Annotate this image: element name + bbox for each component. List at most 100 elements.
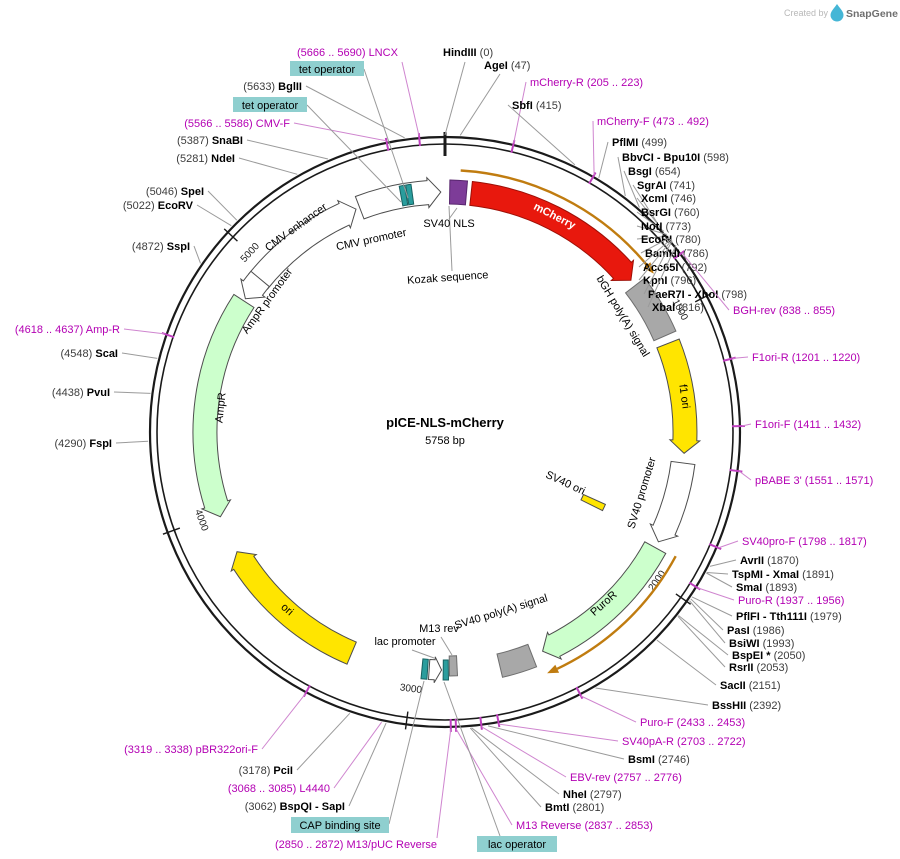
callout-m13-reverse[interactable]: M13 Reverse (2837 .. 2853): [455, 728, 653, 832]
callout-bsrgi[interactable]: BsrGI (760): [636, 207, 700, 232]
callout-nhei[interactable]: NheI (2797): [471, 727, 622, 801]
callout-leader: [401, 61, 420, 137]
feature-shape-m13-rev-site[interactable]: [448, 655, 459, 677]
callout-xcmi[interactable]: XcmI (746): [636, 193, 696, 229]
feature-shape-tet-operator-1[interactable]: [398, 184, 409, 207]
feature-lac-promoter[interactable]: [427, 656, 443, 684]
callout-l4440[interactable]: (3068 .. 3085) L4440: [228, 721, 383, 795]
callout-puro-r[interactable]: Puro-R (1937 .. 1956): [697, 587, 845, 607]
callout-tet-operator[interactable]: tet operator: [233, 97, 402, 203]
callout-bglii[interactable]: (5633) BglII: [243, 81, 405, 139]
callout-cap-binding-site[interactable]: CAP binding site: [291, 680, 425, 833]
callout-text: SgrAI (741): [637, 180, 695, 192]
callout-ecori[interactable]: EcoRI (780): [636, 234, 701, 246]
callout-bgh-rev[interactable]: BGH-rev (838 .. 855): [681, 252, 835, 317]
feature-sv40-promoter[interactable]: SV40 promoter: [626, 456, 696, 543]
callout-pbr322ori-f[interactable]: (3319 .. 3338) pBR322ori-F: [124, 693, 306, 756]
callout-bbvci-bpu10i[interactable]: BbvCI - Bpu10I (598): [617, 152, 729, 197]
callout-lncx[interactable]: (5666 .. 5690) LNCX: [297, 47, 420, 137]
callout-pcii[interactable]: (3178) PciI: [239, 712, 351, 777]
callout-xbai[interactable]: XbaI (816): [647, 244, 704, 314]
callout-bspei[interactable]: BspEI * (2050): [678, 615, 806, 663]
callout-pbabe-3[interactable]: pBABE 3' (1551 .. 1571): [739, 470, 873, 487]
feature-sv40-nls[interactable]: [448, 179, 469, 206]
feature-ori[interactable]: ori: [230, 551, 357, 665]
feature-cap-binding-site[interactable]: [420, 658, 429, 680]
callout-pvui[interactable]: (4438) PvuI: [52, 387, 151, 399]
callout-ndei[interactable]: (5281) NdeI: [176, 153, 298, 175]
feature-shape-cmv-enhancer[interactable]: [248, 199, 357, 290]
callout-mcherry-f[interactable]: mCherry-F (473 .. 492): [592, 116, 709, 176]
feature-shape-lac-operator-site[interactable]: [442, 659, 450, 681]
callout-bsiwi[interactable]: BsiWI (1993): [689, 600, 795, 650]
callout-amp-r[interactable]: (4618 .. 4637) Amp-R: [15, 324, 165, 336]
callout-sbfi[interactable]: SbfI (415): [507, 100, 576, 166]
feature-mcherry[interactable]: mCherry: [469, 180, 635, 282]
feature-shape-lac-promoter[interactable]: [427, 656, 443, 684]
feature-shape-mcherry[interactable]: [469, 180, 635, 282]
feature-shape-sv40-promoter[interactable]: [649, 460, 696, 543]
callout-sspi[interactable]: (4872) SspI: [132, 241, 201, 264]
feature-shape-f1-ori[interactable]: [656, 338, 702, 454]
callout-fspi[interactable]: (4290) FspI: [55, 438, 149, 450]
feature-shape-sv40-ori[interactable]: [580, 493, 607, 512]
callout-ebv-rev[interactable]: EBV-rev (2757 .. 2776): [481, 726, 682, 784]
feature-label-ampr: AmpR: [213, 392, 228, 424]
callout-agei[interactable]: AgeI (47): [459, 60, 530, 136]
feature-shape-sv40-polya-signal[interactable]: [496, 643, 538, 678]
callout-bsgi[interactable]: BsgI (654): [623, 166, 681, 208]
feature-m13-rev-site[interactable]: [448, 655, 459, 677]
feature-sv40-ori[interactable]: SV40 ori: [544, 469, 607, 512]
callout-text: PasI (1986): [727, 625, 785, 637]
feature-ampr[interactable]: AmpR: [192, 293, 255, 518]
callout-pflfi-tth111i[interactable]: PflFI - Tth111I (1979): [691, 596, 842, 623]
feature-sv40-polya-signal[interactable]: SV40 poly(A) signal: [453, 592, 549, 678]
feature-tet-operator-1[interactable]: [398, 184, 409, 207]
callout-cmv-f[interactable]: (5566 .. 5586) CMV-F: [184, 118, 387, 142]
feature-shape-bgh-polya-signal[interactable]: [624, 277, 677, 342]
feature-shape-sv40-nls[interactable]: [448, 179, 469, 206]
feature-shape-cap-binding-site[interactable]: [420, 658, 429, 680]
callout-pflmi[interactable]: PflMI (499): [598, 137, 667, 179]
callout-tspmi-xmai[interactable]: TspMI - XmaI (1891): [706, 569, 834, 581]
callout-rsrii[interactable]: RsrII (2053): [677, 615, 788, 674]
feature-shape-ori[interactable]: [230, 551, 357, 665]
callout-bsmi[interactable]: BsmI (2746): [487, 725, 690, 766]
callout-ecorv[interactable]: (5022) EcoRV: [123, 200, 232, 227]
callout-bspqi-sapi[interactable]: (3062) BspQI - SapI: [245, 722, 387, 813]
callout-bsshii[interactable]: BssHII (2392): [595, 687, 782, 712]
callout-pasi[interactable]: PasI (1986): [690, 598, 785, 637]
callout-paer7i-xhoi[interactable]: PaeR7I - XhoI (798): [643, 240, 747, 301]
callout-sv40pa-r[interactable]: SV40pA-R (2703 .. 2722): [498, 723, 746, 748]
feature-f1-ori[interactable]: f1 ori: [656, 338, 702, 454]
callout-leader: [690, 598, 724, 631]
callout-tet-operator[interactable]: tet operator: [290, 61, 409, 199]
callout-hindiii[interactable]: HindIII (0): [443, 47, 493, 136]
callout-f1ori-f[interactable]: F1ori-F (1411 .. 1432): [741, 419, 861, 431]
callout-mcherry-r[interactable]: mCherry-R (205 .. 223): [513, 77, 643, 144]
scale-tick-label: 5000: [239, 241, 262, 265]
callout-noti[interactable]: NotI (773): [636, 221, 691, 235]
feature-shape-ampr[interactable]: [192, 293, 255, 518]
feature-shape-tet-operator-2[interactable]: [405, 183, 415, 206]
callout-spei[interactable]: (5046) SpeI: [146, 186, 238, 221]
callout-sv40pro-f[interactable]: SV40pro-F (1798 .. 1817): [718, 536, 867, 549]
callout-avrii[interactable]: AvrII (1870): [709, 555, 799, 567]
feature-tet-operator-2[interactable]: [405, 183, 415, 206]
callout-bamhi[interactable]: BamHI (786): [640, 237, 709, 260]
feature-puror[interactable]: PuroR: [542, 541, 667, 660]
callout-smai[interactable]: SmaI (1893): [706, 572, 797, 594]
callout-lac-operator[interactable]: lac operator: [443, 681, 557, 852]
callout-scai[interactable]: (4548) ScaI: [61, 348, 158, 360]
callout-f1ori-r[interactable]: F1ori-R (1201 .. 1220): [732, 352, 861, 364]
feature-lac-operator-site[interactable]: [442, 659, 450, 681]
feature-shape-puror[interactable]: [542, 541, 667, 660]
callout-bmti[interactable]: BmtI (2801): [469, 727, 604, 814]
callout-sgrai[interactable]: SgrAI (741): [632, 180, 695, 228]
callout-sacii[interactable]: SacII (2151): [656, 639, 781, 692]
callout-m13-puc-reverse[interactable]: (2850 .. 2872) M13/pUC Reverse: [275, 728, 452, 851]
feature-shape-ampr-promoter[interactable]: [240, 270, 271, 300]
callout-puro-f[interactable]: Puro-F (2433 .. 2453): [580, 695, 745, 729]
scale-tick: [223, 228, 238, 242]
callout-snabi[interactable]: (5387) SnaBI: [177, 135, 329, 160]
